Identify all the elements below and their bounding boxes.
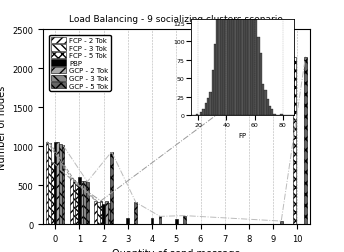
Bar [54,142,56,224]
Bar [257,38,260,116]
Bar [225,0,228,116]
Bar [202,109,205,116]
Bar [264,91,267,116]
Bar [83,182,86,224]
Bar [183,216,186,224]
Bar [250,0,253,116]
Bar [56,143,59,224]
Bar [276,115,278,116]
Bar [86,182,89,224]
Y-axis label: Number of nodes: Number of nodes [0,85,7,169]
Bar [230,0,232,116]
Bar [239,0,241,116]
Bar [70,178,73,224]
Bar [46,142,49,224]
Bar [105,201,108,224]
Bar [228,0,230,116]
Bar [97,203,100,224]
Bar [135,203,137,224]
Bar [75,185,78,224]
Bar [262,85,264,116]
Bar [51,162,54,224]
Bar [205,103,207,116]
Bar [223,0,225,116]
Bar [108,203,110,224]
Bar [78,178,81,224]
Bar [73,180,75,224]
Bar [102,204,105,224]
Bar [267,100,269,116]
Bar [237,0,239,116]
Bar [280,221,282,224]
Bar [200,113,202,116]
Bar [293,57,296,224]
Bar [260,54,262,116]
Bar [273,114,276,116]
Bar [212,70,214,116]
Bar [218,0,221,116]
Title: Load Balancing - 9 socializing clusters scenario: Load Balancing - 9 socializing clusters … [69,15,283,24]
Bar [221,0,223,116]
Bar [216,20,218,116]
Bar [253,0,255,116]
Bar [209,92,212,116]
Bar [244,0,246,116]
Bar [248,0,250,116]
Bar [175,219,178,224]
Legend: FCP - 2 Tok, FCP - 3 Tok, FCP - 5 Tok, PBP, GCP - 2 Tok, GCP - 3 Tok, GCP - 5 To: FCP - 2 Tok, FCP - 3 Tok, FCP - 5 Tok, P… [49,36,111,91]
Bar [62,146,64,224]
Bar [255,0,257,116]
Bar [110,152,113,224]
Bar [241,0,244,116]
Bar [280,114,283,116]
Bar [246,0,248,116]
Bar [127,218,129,224]
Bar [159,216,161,224]
Bar [271,109,273,116]
Bar [151,218,153,224]
X-axis label: Quantity of send message: Quantity of send message [112,248,240,252]
Bar [81,181,83,224]
Bar [100,201,102,224]
Bar [195,114,198,116]
Bar [269,106,271,116]
Bar [235,0,237,116]
Bar [49,144,51,224]
Bar [304,57,307,224]
Bar [207,98,209,116]
Bar [232,0,235,116]
X-axis label: FP: FP [238,133,247,139]
Bar [214,45,216,116]
Bar [59,144,62,224]
Bar [94,201,97,224]
